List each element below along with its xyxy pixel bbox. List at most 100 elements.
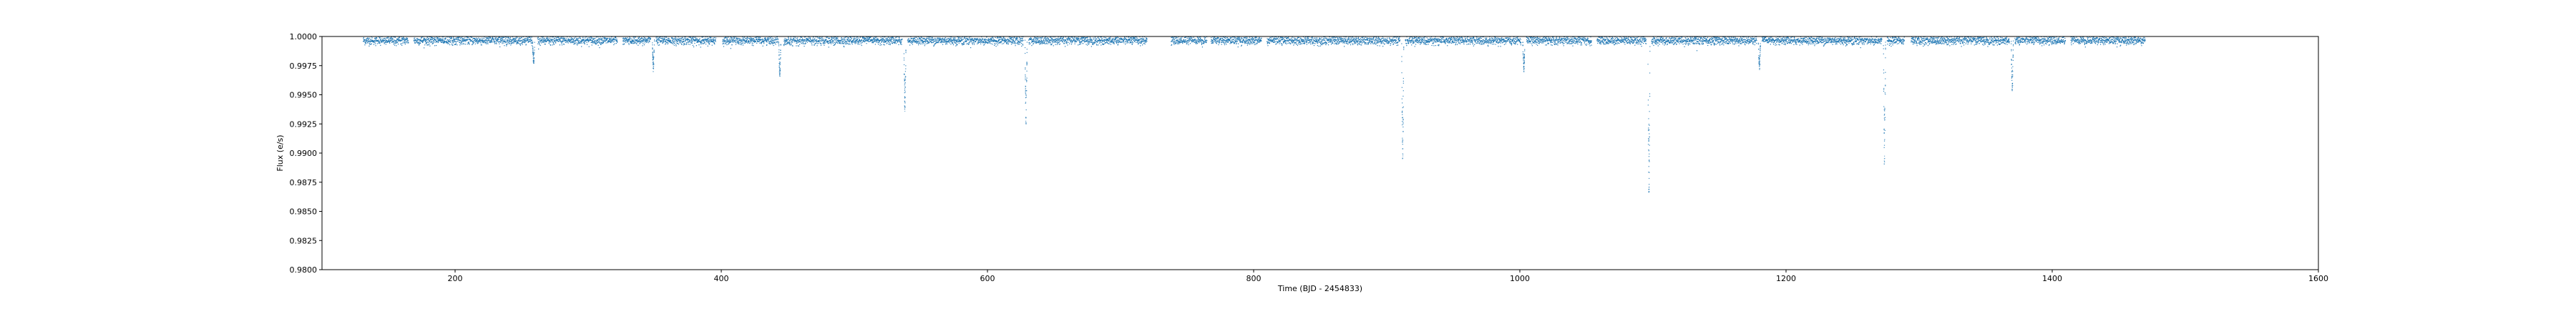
data-point bbox=[1003, 39, 1005, 41]
data-point bbox=[1099, 39, 1101, 41]
data-point bbox=[1113, 39, 1116, 41]
data-point bbox=[924, 40, 926, 41]
data-point bbox=[787, 39, 789, 41]
data-point bbox=[482, 40, 484, 41]
data-point bbox=[1002, 38, 1004, 39]
data-point bbox=[431, 39, 434, 40]
data-point bbox=[933, 39, 935, 40]
data-point bbox=[466, 36, 467, 38]
data-point bbox=[505, 42, 507, 44]
data-point bbox=[553, 39, 555, 41]
data-point bbox=[1113, 42, 1115, 44]
data-point bbox=[794, 36, 796, 38]
data-point bbox=[369, 41, 371, 43]
data-point bbox=[1181, 37, 1182, 39]
data-point bbox=[367, 38, 369, 39]
data-point bbox=[824, 42, 826, 44]
data-point bbox=[427, 44, 429, 46]
data-point bbox=[600, 44, 602, 45]
data-point bbox=[1099, 39, 1101, 40]
data-point bbox=[437, 37, 439, 39]
data-point bbox=[485, 39, 487, 41]
data-point bbox=[745, 41, 746, 43]
data-point bbox=[629, 39, 630, 41]
data-point bbox=[941, 40, 942, 41]
data-point bbox=[850, 40, 852, 41]
data-point bbox=[828, 38, 829, 39]
data-point bbox=[635, 39, 637, 41]
data-point bbox=[738, 41, 739, 43]
data-point bbox=[545, 41, 547, 43]
data-point bbox=[1176, 37, 1178, 39]
data-point bbox=[678, 41, 680, 43]
data-point bbox=[796, 39, 798, 40]
data-point bbox=[364, 41, 366, 42]
data-point bbox=[426, 44, 428, 46]
data-point bbox=[767, 38, 769, 39]
data-point bbox=[741, 42, 743, 44]
data-point bbox=[495, 36, 497, 38]
data-point bbox=[698, 39, 700, 41]
data-point bbox=[691, 42, 693, 44]
data-point bbox=[774, 42, 776, 44]
data-point bbox=[464, 37, 466, 39]
data-point bbox=[1188, 40, 1189, 41]
data-point bbox=[686, 42, 688, 44]
data-point bbox=[710, 37, 711, 39]
data-point bbox=[531, 39, 532, 41]
data-point bbox=[379, 37, 381, 39]
data-point bbox=[464, 39, 466, 41]
data-point bbox=[477, 42, 479, 44]
data-point bbox=[733, 38, 735, 39]
data-point bbox=[643, 44, 645, 46]
data-point bbox=[660, 37, 663, 39]
data-point bbox=[668, 39, 669, 41]
data-point bbox=[979, 39, 980, 41]
data-point bbox=[540, 41, 542, 43]
data-point bbox=[537, 36, 539, 38]
data-point bbox=[937, 41, 938, 43]
data-point bbox=[687, 39, 688, 41]
data-point bbox=[1194, 40, 1196, 41]
data-point bbox=[940, 41, 942, 42]
data-point bbox=[644, 37, 645, 39]
data-point bbox=[1101, 39, 1103, 41]
data-point bbox=[1191, 37, 1193, 39]
data-point bbox=[480, 44, 482, 46]
data-point bbox=[1091, 39, 1092, 41]
data-point bbox=[942, 44, 944, 45]
data-point bbox=[429, 41, 431, 42]
data-point bbox=[599, 47, 600, 49]
data-point bbox=[468, 37, 469, 39]
data-point bbox=[449, 44, 451, 46]
data-point bbox=[1005, 43, 1008, 44]
data-point bbox=[970, 39, 972, 41]
data-point bbox=[1137, 39, 1138, 41]
data-point bbox=[670, 37, 673, 39]
data-point bbox=[847, 39, 849, 41]
data-point bbox=[892, 36, 893, 38]
data-point bbox=[381, 41, 382, 42]
data-point bbox=[403, 36, 404, 38]
data-point bbox=[661, 41, 663, 43]
data-point bbox=[751, 42, 753, 44]
data-point bbox=[1214, 40, 1216, 41]
data-point bbox=[552, 41, 554, 44]
data-point bbox=[839, 43, 841, 44]
data-point bbox=[1101, 37, 1103, 39]
data-point bbox=[507, 36, 509, 38]
data-point bbox=[831, 38, 833, 39]
data-point bbox=[815, 40, 816, 41]
data-point bbox=[896, 39, 897, 40]
data-point bbox=[827, 41, 829, 42]
data-point bbox=[434, 45, 436, 46]
data-point bbox=[552, 42, 555, 44]
data-point bbox=[1010, 41, 1012, 42]
data-point bbox=[667, 40, 668, 41]
data-point bbox=[527, 37, 528, 39]
data-point bbox=[424, 39, 426, 40]
data-point bbox=[786, 41, 788, 42]
data-point bbox=[810, 39, 811, 40]
data-point bbox=[1112, 39, 1113, 40]
